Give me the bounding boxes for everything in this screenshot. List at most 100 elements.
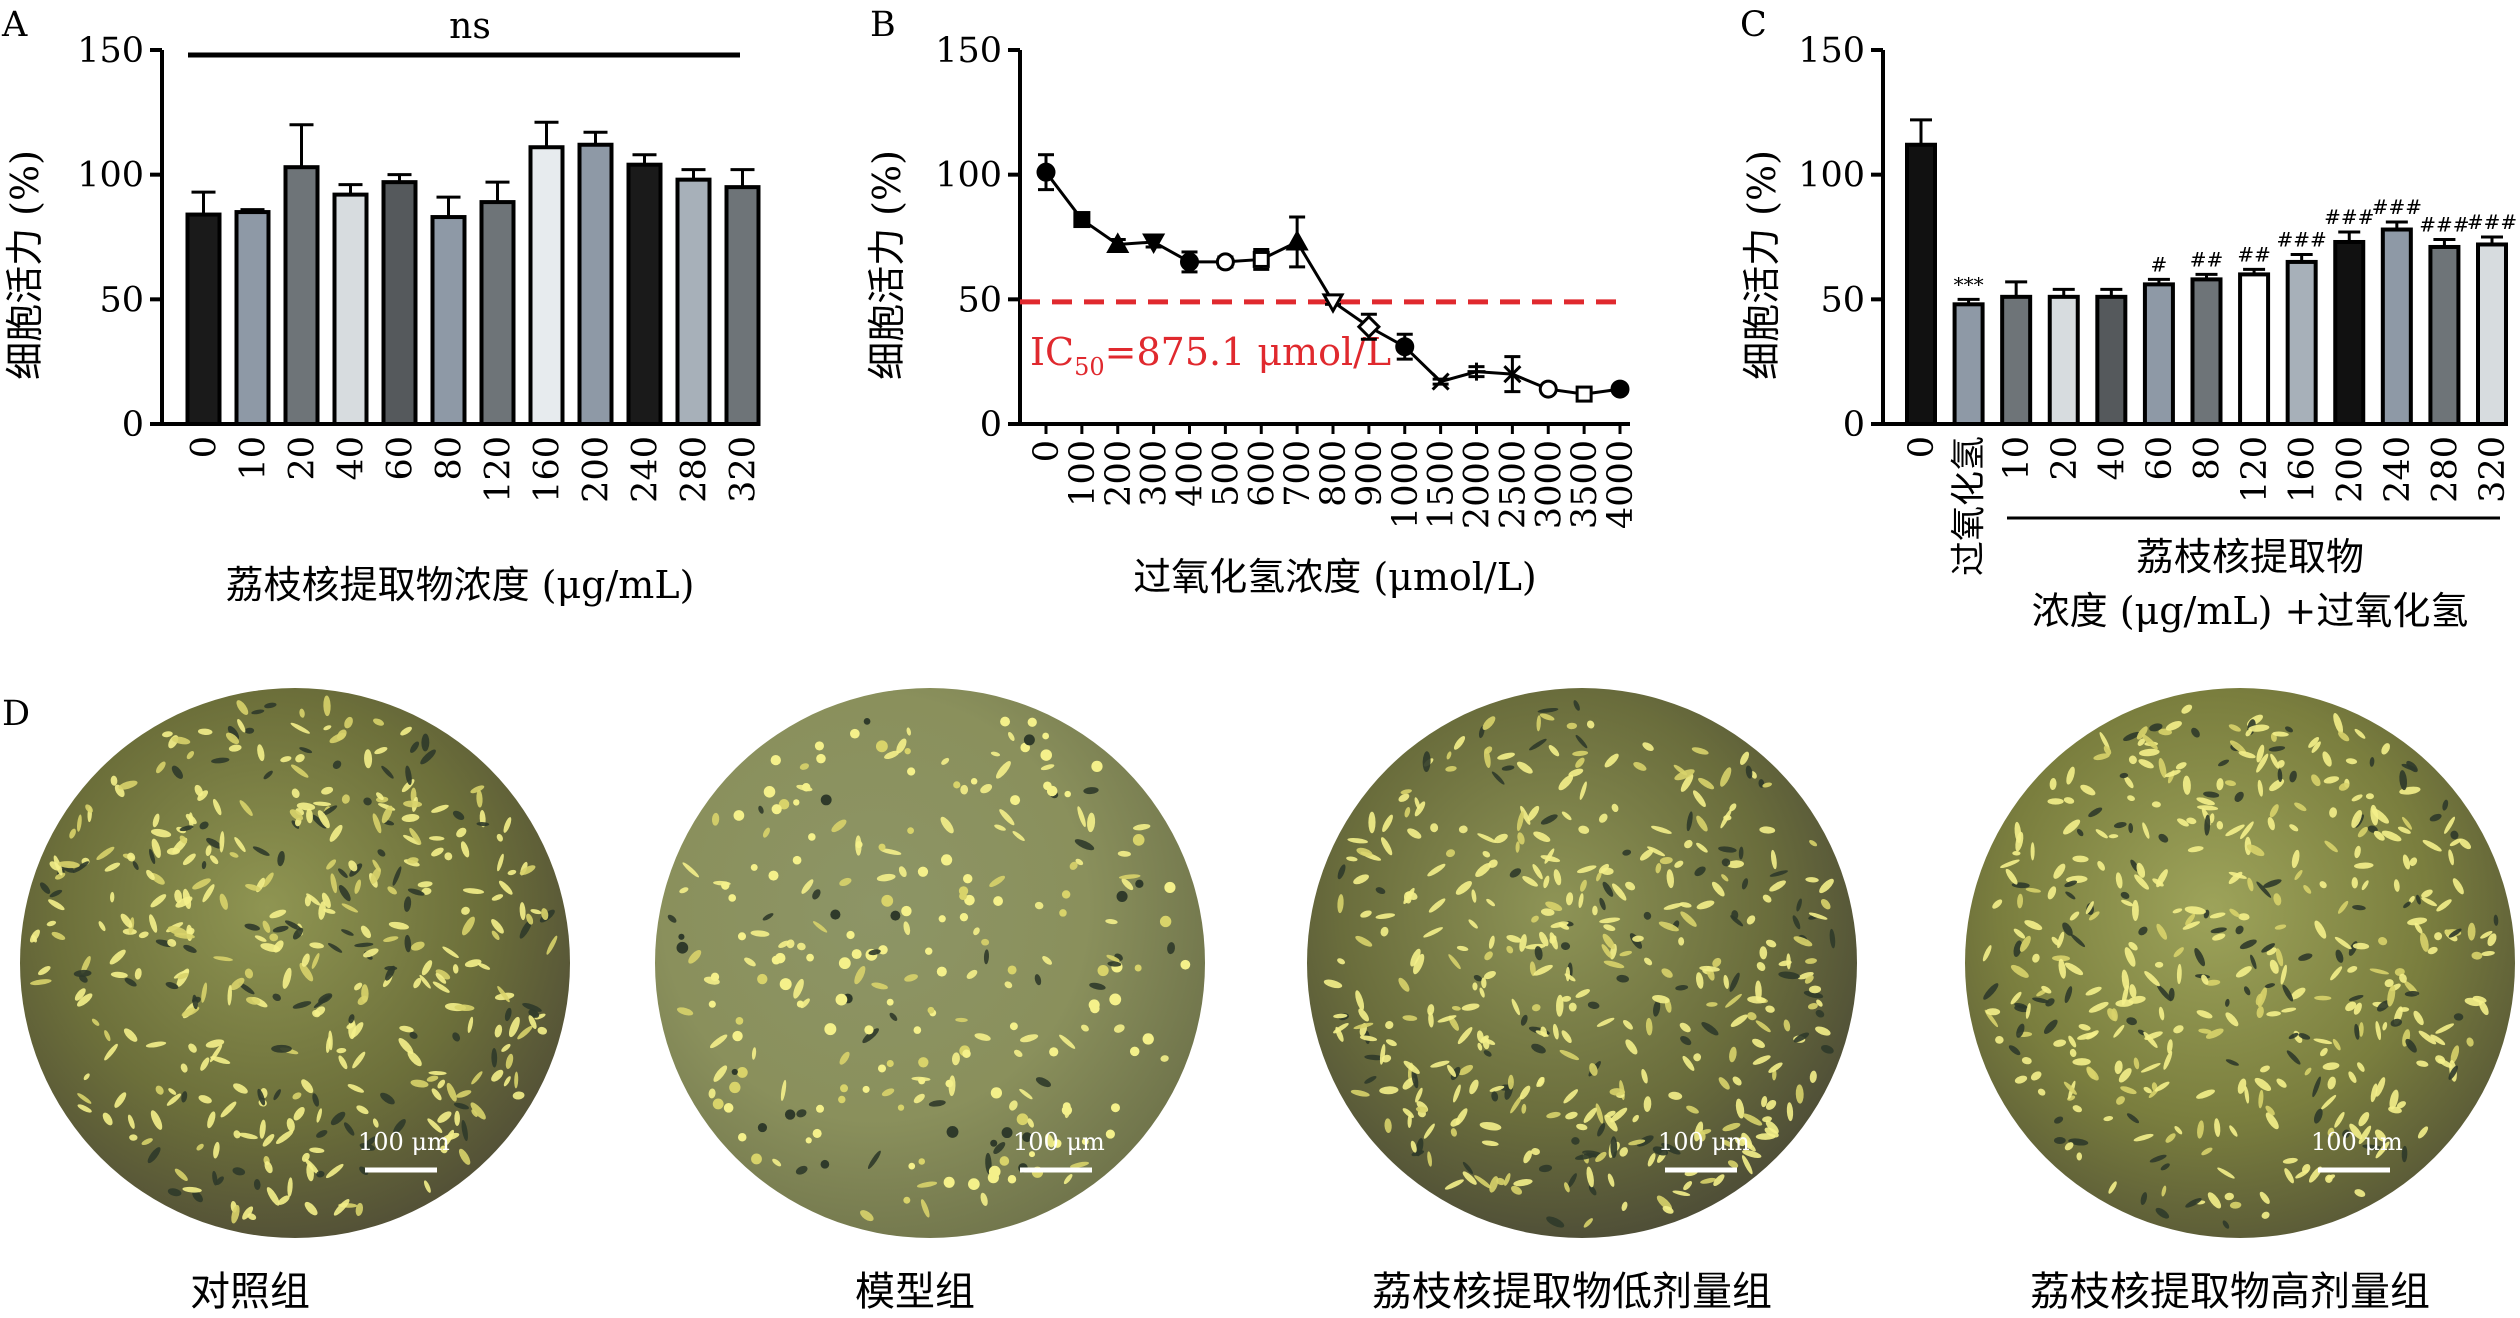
cell-shape (30, 979, 52, 986)
cell-shape (2143, 1086, 2152, 1094)
cell-dot (816, 753, 826, 764)
cell-shape (1625, 881, 1636, 891)
cell-shape (941, 757, 950, 765)
cell-shape (1404, 806, 1411, 818)
cell-shape (1566, 722, 1578, 730)
cell-shape (2311, 741, 2321, 753)
cell-shape (2466, 1037, 2474, 1047)
cell-shape (2072, 855, 2089, 863)
cell-shape (2345, 1001, 2357, 1012)
cell-dot (733, 810, 745, 821)
panel-b-y-axis-label: 细胞活力 (%) (865, 150, 909, 380)
cell-shape (1513, 1179, 1533, 1187)
cell-shape (713, 1065, 728, 1082)
cell-shape (403, 834, 421, 845)
cell-shape (2420, 932, 2429, 952)
cell-shape (1622, 1019, 1633, 1030)
cell-shape (1745, 765, 1753, 779)
panel-c-x-tick-label: 320 (2473, 436, 2513, 503)
cell-shape (2182, 921, 2200, 930)
panel-b-point (1321, 293, 1345, 314)
cell-shape (913, 1093, 925, 1104)
cell-shape (2254, 1077, 2272, 1091)
cell-shape (2349, 1123, 2363, 1140)
cell-shape (2076, 1152, 2083, 1161)
cell-shape (2408, 895, 2415, 904)
cell-shape (1531, 1148, 1541, 1156)
panel-b-point (1285, 229, 1309, 251)
cell-shape (211, 757, 230, 764)
panel-c-significance-label: # (2151, 252, 2168, 276)
cell-shape (1520, 805, 1531, 825)
cell-shape (253, 1178, 261, 1191)
cell-dot (779, 978, 792, 991)
cell-shape (1520, 1014, 1528, 1026)
cell-shape (1578, 825, 1590, 834)
cell-shape (906, 727, 912, 736)
cell-shape (2078, 1024, 2091, 1031)
panel-a-bar (675, 177, 712, 426)
cell-shape (2448, 1065, 2458, 1080)
cell-shape (2068, 1035, 2077, 1048)
cell-shape (1118, 874, 1141, 880)
cell-shape (2177, 818, 2189, 827)
cell-shape (1034, 974, 1042, 986)
cell-shape (2114, 1060, 2123, 1075)
cell-shape (321, 805, 338, 816)
cell-shape (1653, 1000, 1661, 1017)
cell-shape (2064, 962, 2084, 976)
cell-shape (411, 941, 425, 951)
cell-shape (2057, 931, 2065, 949)
cell-shape (2049, 778, 2057, 791)
cell-shape (1475, 863, 1492, 878)
cell-shape (2365, 793, 2374, 800)
cell-shape (1089, 982, 1106, 990)
cell-shape (2143, 1031, 2158, 1048)
cell-dot (812, 1128, 822, 1138)
cell-shape (1762, 782, 1773, 788)
cell-shape (91, 1018, 100, 1026)
cell-shape (1539, 931, 1549, 947)
cell-shape (332, 760, 342, 769)
cell-shape (2164, 769, 2181, 778)
cell-shape (1738, 846, 1744, 860)
cell-shape (192, 878, 211, 890)
cell-shape (244, 923, 260, 931)
cell-shape (796, 1109, 807, 1118)
cell-shape (2133, 1133, 2154, 1142)
cell-shape (2134, 874, 2149, 890)
cell-shape (83, 1073, 90, 1081)
cell-shape (1695, 972, 1704, 989)
cell-shape (2136, 862, 2146, 878)
cell-dot (903, 1196, 911, 1204)
cell-shape (321, 892, 331, 909)
cell-shape (110, 971, 128, 979)
cell-shape (2010, 964, 2029, 978)
cell-shape (1550, 921, 1569, 929)
cell-shape (96, 846, 115, 861)
cell-shape (2235, 925, 2244, 935)
cell-shape (338, 868, 348, 878)
cell-shape (1574, 1153, 1596, 1160)
cell-shape (2196, 797, 2215, 806)
cell-shape (2077, 1032, 2098, 1040)
cell-shape (1087, 812, 1096, 833)
cell-shape (1662, 1205, 1674, 1214)
panel-c-significance-label: ## (2190, 247, 2224, 271)
cell-dot (1159, 915, 1172, 928)
cell-shape (167, 939, 177, 947)
cell-dot (855, 841, 863, 849)
cell-shape (1641, 1068, 1648, 1084)
cell-shape (206, 837, 222, 849)
cell-shape (232, 1167, 246, 1176)
panel-c-significance-label: ### (2324, 205, 2374, 229)
cell-shape (1793, 936, 1813, 947)
cell-shape (1723, 974, 1729, 989)
cell-shape (1132, 823, 1151, 831)
cell-shape (507, 869, 517, 876)
cell-shape (1645, 1017, 1653, 1036)
panel-b-x-tick-label: 600 (1242, 440, 1282, 507)
cell-shape (201, 860, 207, 870)
cell-shape (2014, 1075, 2028, 1084)
cell-shape (2314, 920, 2327, 939)
